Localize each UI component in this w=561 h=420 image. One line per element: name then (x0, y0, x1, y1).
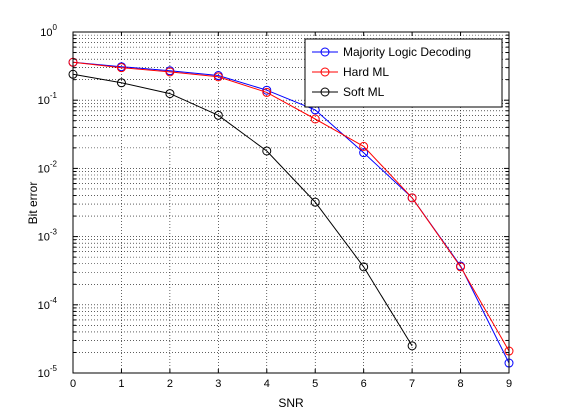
x-tick-label: 6 (361, 378, 367, 390)
y-tick-label: 10-5 (38, 364, 58, 380)
x-tick-labels: 0 1 2 3 4 5 6 7 8 9 (70, 378, 512, 390)
x-tick-label: 8 (457, 378, 463, 390)
legend-item: Majority Logic Decoding (312, 45, 471, 59)
data-point (359, 148, 369, 158)
data-point (262, 85, 272, 95)
data-point (310, 114, 320, 124)
y-axis-title: Bit error (26, 182, 40, 225)
series-layer (68, 57, 514, 368)
x-tick-label: 0 (70, 378, 76, 390)
data-point (116, 78, 126, 88)
data-point (407, 193, 417, 203)
series-2 (68, 69, 417, 351)
legend-marker (320, 47, 330, 57)
x-tick-label: 4 (264, 378, 270, 390)
data-point (165, 89, 175, 99)
legend-marker (320, 87, 330, 97)
data-point (359, 141, 369, 151)
data-point (407, 341, 417, 351)
y-tick-labels: 100 10-1 10-2 10-3 10-4 10-5 (38, 23, 58, 380)
data-point (262, 146, 272, 156)
plot-area-frame (72, 31, 510, 374)
data-point (213, 110, 223, 120)
x-tick-label: 7 (409, 378, 415, 390)
series-line (72, 61, 510, 352)
y-tick-label: 10-3 (38, 228, 58, 244)
data-point (165, 67, 175, 77)
data-point (116, 63, 126, 73)
y-tick-label: 10-1 (38, 91, 58, 107)
legend-label: Hard ML (343, 65, 389, 79)
y-tick-label: 100 (40, 23, 57, 39)
data-point (456, 262, 466, 272)
data-point (310, 197, 320, 207)
x-tick-label: 3 (215, 378, 221, 390)
legend-marker (320, 67, 330, 77)
data-point (262, 87, 272, 97)
axis-ticks (72, 31, 510, 374)
legend-item: Hard ML (312, 65, 389, 79)
legend-box (304, 38, 503, 108)
legend: Majority Logic Decoding Hard ML Soft ML (304, 38, 503, 108)
legend-label: Majority Logic Decoding (343, 45, 471, 59)
legend-item: Soft ML (312, 85, 385, 99)
data-point (359, 262, 369, 272)
x-axis-title: SNR (278, 396, 304, 410)
x-tick-label: 5 (312, 378, 318, 390)
x-tick-label: 9 (506, 378, 512, 390)
x-tick-label: 2 (167, 378, 173, 390)
y-tick-label: 10-4 (38, 296, 58, 312)
y-tick-label: 10-2 (38, 159, 58, 175)
data-point (213, 72, 223, 82)
legend-label: Soft ML (343, 85, 385, 99)
x-tick-label: 1 (118, 378, 124, 390)
series-line (72, 73, 413, 347)
